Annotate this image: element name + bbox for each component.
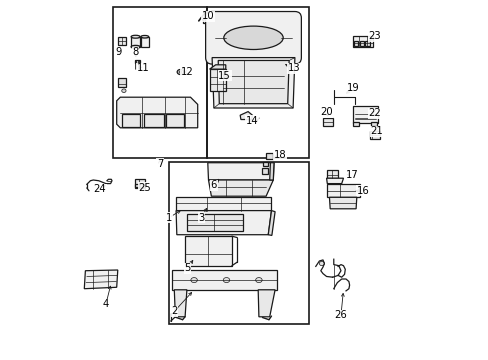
Bar: [122, 114, 140, 127]
Text: 7: 7: [156, 159, 163, 169]
Bar: [326, 170, 337, 178]
Polygon shape: [269, 163, 273, 180]
Bar: [166, 114, 183, 127]
Text: 21: 21: [370, 126, 383, 136]
Text: 12: 12: [180, 67, 193, 77]
Text: 8: 8: [132, 47, 139, 57]
Text: 24: 24: [93, 184, 106, 194]
Ellipse shape: [122, 89, 126, 93]
Polygon shape: [218, 60, 288, 104]
Text: 14: 14: [245, 116, 258, 126]
Text: 13: 13: [287, 63, 300, 73]
Ellipse shape: [177, 69, 183, 75]
Polygon shape: [258, 290, 275, 317]
Bar: [322, 118, 332, 126]
Bar: [326, 184, 359, 197]
Text: 6: 6: [210, 180, 217, 190]
Bar: [365, 41, 369, 46]
Bar: [131, 37, 140, 47]
Bar: [118, 37, 125, 45]
Bar: [135, 60, 140, 63]
Bar: [113, 7, 206, 158]
Text: 5: 5: [184, 263, 190, 273]
Text: 26: 26: [334, 310, 346, 320]
Text: 2: 2: [171, 306, 177, 316]
Text: 10: 10: [201, 11, 214, 21]
Text: 22: 22: [367, 108, 381, 118]
Ellipse shape: [255, 278, 262, 283]
Bar: [209, 69, 225, 91]
Bar: [140, 184, 143, 187]
Bar: [352, 36, 372, 47]
Polygon shape: [84, 270, 118, 289]
Polygon shape: [117, 97, 197, 128]
Text: 15: 15: [218, 71, 231, 81]
Bar: [265, 153, 272, 159]
Polygon shape: [176, 211, 271, 235]
Ellipse shape: [224, 26, 283, 49]
Polygon shape: [240, 112, 252, 120]
Bar: [370, 122, 376, 126]
Polygon shape: [212, 58, 294, 108]
Bar: [185, 236, 231, 266]
Text: 9: 9: [116, 47, 122, 57]
Polygon shape: [268, 211, 275, 235]
Text: 11: 11: [136, 63, 149, 73]
Text: 17: 17: [345, 170, 357, 180]
Polygon shape: [174, 290, 186, 317]
Bar: [168, 162, 309, 324]
Text: 18: 18: [273, 150, 285, 160]
Text: 20: 20: [320, 107, 332, 117]
Bar: [203, 19, 208, 23]
Polygon shape: [207, 163, 273, 180]
Text: 19: 19: [346, 83, 359, 93]
Ellipse shape: [319, 261, 324, 266]
Polygon shape: [329, 197, 356, 209]
Text: 1: 1: [165, 213, 172, 223]
Ellipse shape: [223, 278, 229, 283]
Text: 23: 23: [368, 31, 380, 41]
Bar: [353, 41, 358, 46]
Ellipse shape: [179, 71, 182, 73]
Polygon shape: [208, 180, 273, 196]
Ellipse shape: [131, 35, 140, 38]
Polygon shape: [209, 65, 225, 69]
Polygon shape: [326, 178, 343, 184]
Bar: [359, 41, 363, 46]
Bar: [263, 162, 268, 166]
Text: 4: 4: [102, 299, 109, 309]
Text: 25: 25: [138, 183, 150, 193]
Text: 3: 3: [198, 213, 204, 223]
Text: 16: 16: [356, 186, 369, 196]
Bar: [141, 37, 148, 47]
Bar: [186, 214, 242, 231]
Bar: [352, 106, 378, 123]
Bar: [369, 131, 379, 139]
Polygon shape: [172, 270, 276, 290]
Bar: [143, 114, 163, 127]
Bar: [206, 7, 309, 158]
Ellipse shape: [141, 35, 148, 38]
Bar: [134, 179, 144, 188]
Bar: [261, 168, 268, 174]
Bar: [135, 184, 139, 187]
Bar: [352, 122, 358, 126]
Polygon shape: [176, 197, 271, 211]
Bar: [118, 78, 125, 87]
Ellipse shape: [131, 45, 140, 48]
Ellipse shape: [190, 278, 197, 283]
FancyBboxPatch shape: [205, 12, 301, 64]
